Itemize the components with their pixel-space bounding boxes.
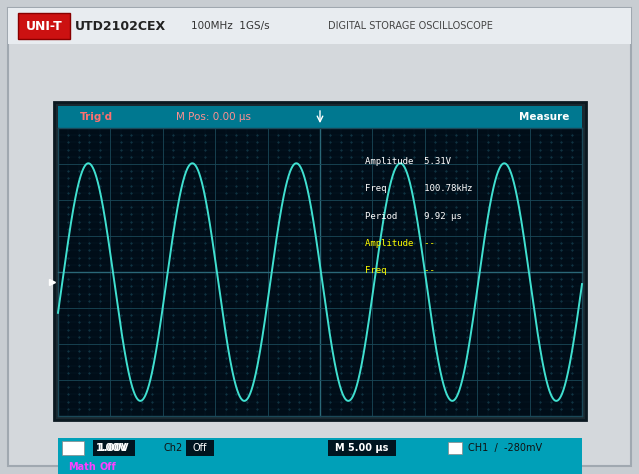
Text: M Pos: 0.00 μs: M Pos: 0.00 μs — [176, 112, 250, 122]
Bar — [62, 441, 84, 455]
Text: Freq       --: Freq -- — [364, 266, 435, 275]
Text: Off: Off — [193, 443, 207, 453]
Text: 1.00V: 1.00V — [96, 443, 128, 453]
Text: 1.00V: 1.00V — [98, 443, 130, 453]
Text: Off: Off — [100, 462, 117, 472]
Bar — [18, 13, 70, 39]
Text: Ch2: Ch2 — [164, 443, 183, 453]
Text: 100MHz  1GS/s: 100MHz 1GS/s — [190, 21, 269, 31]
Text: UTD2102CEX: UTD2102CEX — [74, 19, 166, 33]
Bar — [58, 458, 582, 474]
Text: Math: Math — [68, 462, 96, 472]
Bar — [58, 106, 582, 128]
Text: M 5.00 μs: M 5.00 μs — [335, 443, 389, 453]
Text: CH1  /  -280mV: CH1 / -280mV — [468, 443, 542, 453]
Bar — [8, 8, 631, 44]
Bar — [58, 128, 582, 416]
Bar — [328, 440, 396, 456]
Text: Period     9.92 μs: Period 9.92 μs — [364, 211, 461, 220]
Text: Freq       100.78kHz: Freq 100.78kHz — [364, 184, 472, 193]
Bar — [186, 440, 214, 456]
Bar — [58, 438, 582, 458]
Text: Amplitude  --: Amplitude -- — [364, 239, 435, 248]
Text: UNI-T: UNI-T — [26, 19, 63, 33]
Text: DIGITAL STORAGE OSCILLOSCOPE: DIGITAL STORAGE OSCILLOSCOPE — [328, 21, 493, 31]
Text: Trig'd: Trig'd — [79, 112, 112, 122]
Bar — [54, 102, 586, 420]
Text: Measure: Measure — [519, 112, 569, 122]
Bar — [448, 442, 462, 454]
Text: Amplitude  5.31V: Amplitude 5.31V — [364, 157, 450, 166]
Bar — [93, 440, 135, 456]
